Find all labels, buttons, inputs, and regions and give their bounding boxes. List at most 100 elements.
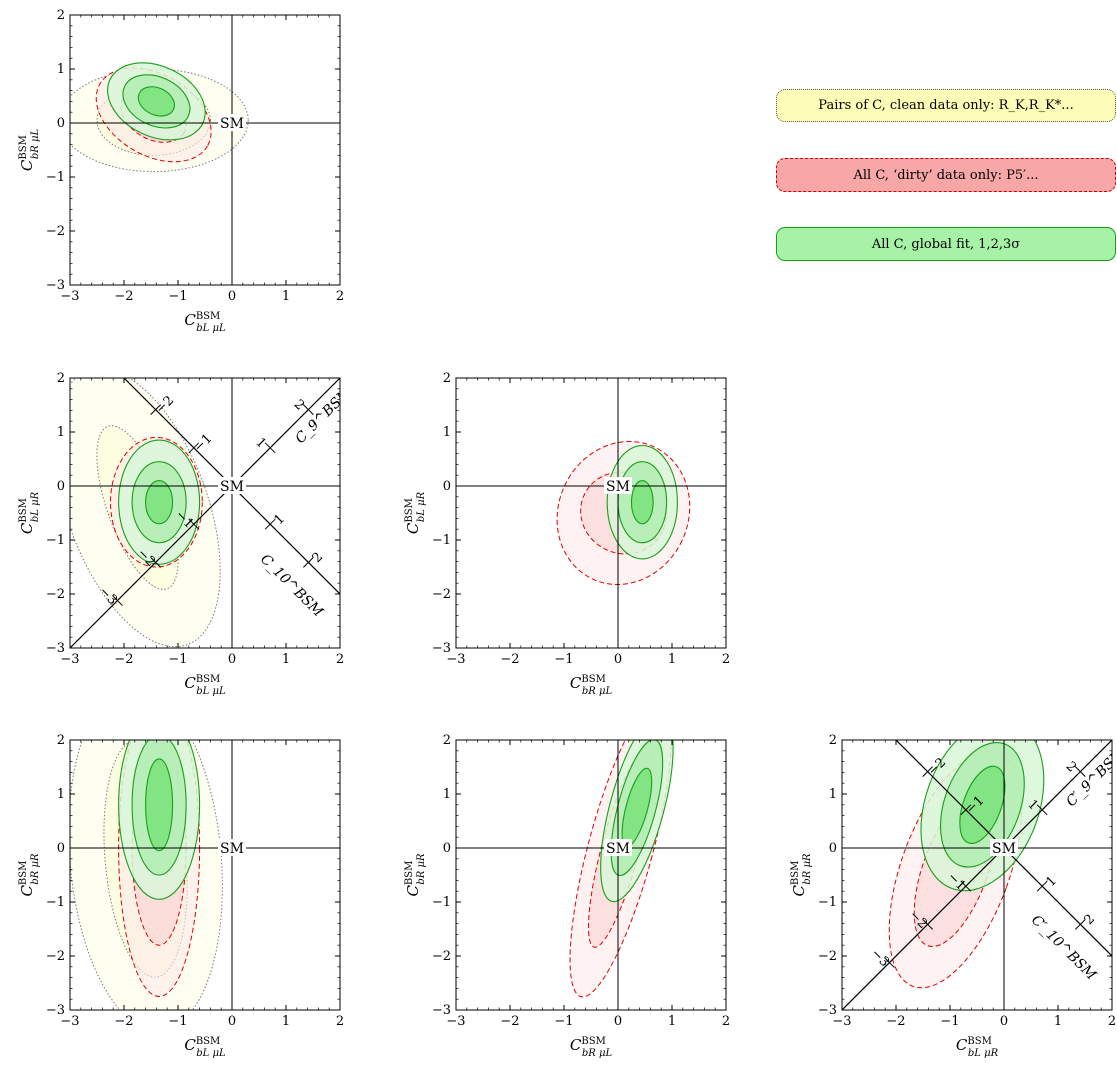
y-tick-label: −3 (46, 278, 65, 293)
c9-axis-label: C′_9^BSM (1063, 745, 1117, 810)
y-axis-label: CBSMbL μR (404, 491, 427, 534)
x-tick-label: −1 (554, 1014, 573, 1029)
panel-p4: SM −3 −2 −1 0 1 2 −3 −2 −1 0 1 2 CBSM bL μL CBSMbR μR (18, 733, 344, 1059)
y-tick-label: 1 (443, 425, 451, 440)
c9-tick-label: 2 (1063, 759, 1079, 775)
sm-label-bg (604, 839, 632, 856)
x-tick-label: −2 (114, 289, 133, 304)
x-tick-label: −3 (446, 652, 465, 667)
sm-label: SM (220, 841, 244, 857)
x-tick-label: −2 (114, 1014, 133, 1029)
y-tick-label: 2 (443, 733, 451, 748)
x-tick-label: 0 (1000, 1014, 1008, 1029)
legend-global-fit: All C, global fit, 1,2,3σ (776, 227, 1116, 261)
x-tick-label: −3 (446, 1014, 465, 1029)
x-tick-label: 2 (336, 1014, 344, 1029)
c10-tick-label: 2 (310, 550, 326, 566)
x-tick-label: 0 (614, 652, 622, 667)
plot-area (70, 740, 340, 1010)
x-tick-label: −2 (114, 652, 133, 667)
y-axis-label: CBSMbR μR (790, 853, 813, 897)
y-tick-label: 2 (57, 733, 65, 748)
c10-tick-label: −3 (887, 717, 911, 741)
y-tick-label: 2 (57, 8, 65, 23)
x-axis-label: CBSM bL μL (184, 311, 226, 334)
y-tick-label: −1 (432, 533, 451, 548)
y-tick-label: 1 (829, 787, 837, 802)
global-contour-1sigma (145, 480, 174, 525)
y-axis-label: CBSMbL μR (18, 491, 41, 534)
x-tick-label: −3 (60, 652, 79, 667)
x-tick-label: 1 (282, 1014, 290, 1029)
x-tick-label: 2 (722, 1014, 730, 1029)
x-tick-label: 2 (336, 652, 344, 667)
plot-frame (841, 739, 1113, 1011)
global-contour-1sigma (137, 86, 176, 117)
x-tick-label: 1 (668, 652, 676, 667)
y-tick-label: −1 (818, 895, 837, 910)
x-tick-label: 1 (668, 1014, 676, 1029)
y-tick-label: 2 (443, 371, 451, 386)
sm-label: SM (220, 479, 244, 495)
c10-tick-label: 2 (1082, 912, 1098, 928)
x-axis-label: CBSM bL μL (184, 1036, 226, 1059)
legend-dirty-data: All C, ‘dirty’ data only: P5′... (776, 158, 1116, 192)
panel-p1: SM −3 −2 −1 0 1 2 −3 −2 −1 0 1 2 CBSM bL μL CBSMbR μL (18, 8, 344, 334)
y-tick-label: 0 (57, 116, 65, 131)
sm-label-bg (218, 839, 246, 856)
plot-area (456, 740, 726, 1010)
y-tick-label: −3 (46, 641, 65, 656)
plot-frame (69, 739, 341, 1011)
x-tick-label: 2 (1108, 1014, 1116, 1029)
sm-label: SM (606, 479, 630, 495)
x-tick-label: 0 (228, 1014, 236, 1029)
plot-frame (455, 739, 727, 1011)
y-tick-label: 2 (57, 371, 65, 386)
c9-tick-label: −3 (868, 946, 892, 970)
x-axis-label: CBSM bL μR (956, 1036, 999, 1059)
sm-label-bg (218, 477, 246, 494)
legend-clean-data: Pairs of C, clean data only: R_K,R_K*... (776, 89, 1116, 122)
panel-p5: SM −3 −2 −1 0 1 2 −3 −2 −1 0 1 2 CBSM bR μL CBSMbR μR (404, 733, 730, 1059)
x-tick-label: −1 (940, 1014, 959, 1029)
y-tick-label: −2 (432, 587, 451, 602)
c9-tick-label: 2 (291, 397, 307, 413)
sm-label: SM (606, 841, 630, 857)
plot-frame (455, 377, 727, 649)
x-tick-label: 0 (614, 1014, 622, 1029)
x-tick-label: 1 (1054, 1014, 1062, 1029)
x-tick-label: −3 (832, 1014, 851, 1029)
y-tick-label: −2 (46, 587, 65, 602)
y-axis-label: CBSMbR μR (18, 853, 41, 897)
x-tick-label: −1 (168, 289, 187, 304)
y-tick-label: 0 (443, 479, 451, 494)
global-contour-1sigma (959, 765, 1006, 844)
x-tick-label: −2 (500, 1014, 519, 1029)
x-tick-label: −1 (168, 652, 187, 667)
y-tick-label: −1 (46, 533, 65, 548)
plot-frame (69, 377, 341, 649)
x-axis-label: CBSM bL μL (184, 674, 226, 697)
y-tick-label: −2 (46, 224, 65, 239)
y-tick-label: −3 (432, 1003, 451, 1018)
y-axis-label: CBSMbR μL (18, 129, 41, 172)
legend-dirty-label: All C, ‘dirty’ data only: P5′... (853, 167, 1039, 183)
y-tick-label: −2 (46, 949, 65, 964)
y-tick-label: −2 (432, 949, 451, 964)
x-tick-label: −1 (554, 652, 573, 667)
y-tick-label: 0 (829, 841, 837, 856)
c9-tick-label: 1 (252, 435, 268, 451)
y-tick-label: 1 (443, 787, 451, 802)
sm-label-bg (990, 839, 1018, 856)
x-tick-label: 0 (228, 652, 236, 667)
c10-tick-label: −1 (191, 431, 215, 455)
panel-p3: SM −3 −2 −1 0 1 2 −3 −2 −1 0 1 2 CBSM bR μL CBSMbL μR (404, 371, 730, 697)
y-tick-label: −1 (432, 895, 451, 910)
sm-label: SM (992, 841, 1016, 857)
y-tick-label: 0 (57, 841, 65, 856)
x-tick-label: 2 (336, 289, 344, 304)
x-tick-label: −2 (500, 652, 519, 667)
c10-tick-label: 1 (1043, 873, 1059, 889)
plot-frame (69, 14, 341, 286)
y-tick-label: −3 (46, 1003, 65, 1018)
